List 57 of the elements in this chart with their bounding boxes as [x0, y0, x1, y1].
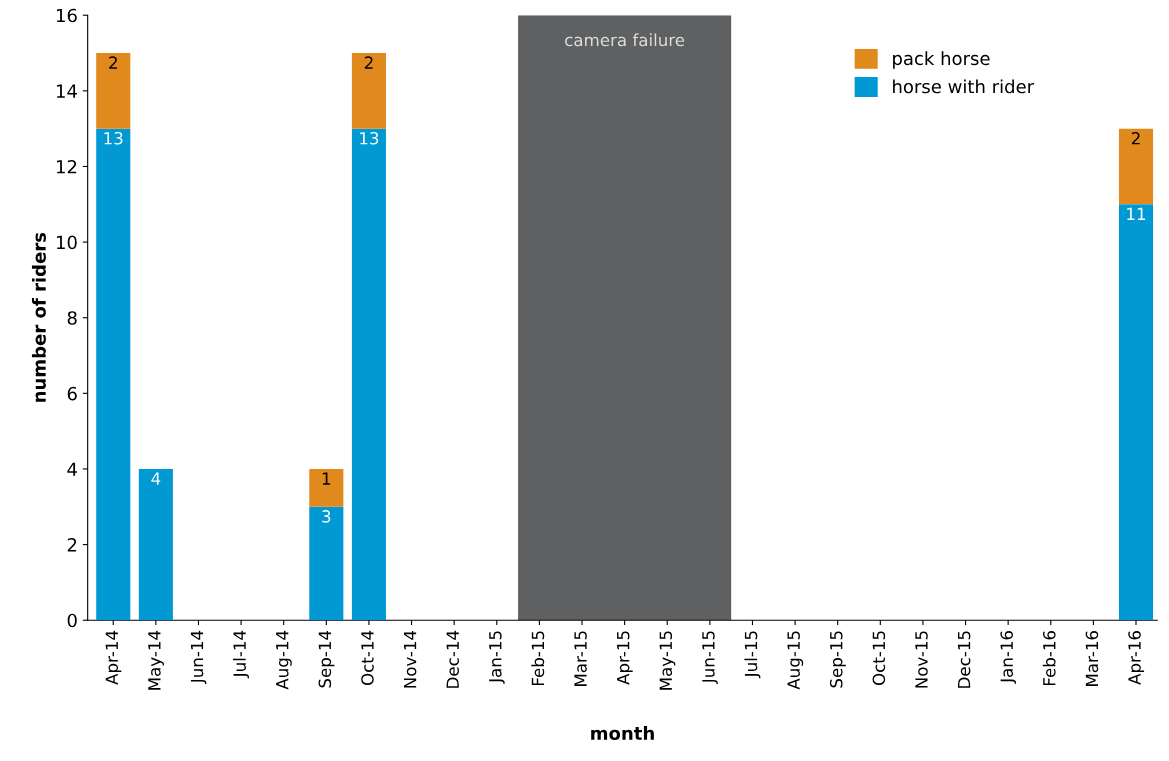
x-tick-label: Oct-14	[361, 630, 374, 686]
legend-label: pack horse	[893, 51, 990, 69]
data-label: 13	[104, 131, 123, 145]
data-label: 13	[360, 131, 379, 145]
y-tick-label: 4	[67, 462, 77, 476]
x-tick-label: Nov-15	[915, 631, 928, 688]
data-label: 2	[364, 56, 373, 69]
x-tick-label: Sep-15	[829, 631, 846, 688]
x-tick-label: Dec-14	[446, 630, 459, 688]
bar	[96, 128, 131, 621]
x-tick-label: Jun-15	[702, 631, 718, 685]
legend-label: horse with rider	[893, 79, 1035, 94]
x-tick-label: Feb-15	[531, 631, 545, 686]
y-tick-label: 16	[56, 8, 77, 23]
data-label: 3	[322, 510, 331, 523]
data-label: 4	[151, 472, 161, 485]
x-axis-title: month	[591, 726, 654, 741]
y-tick-label: 0	[67, 613, 77, 628]
x-tick-label: Aug-15	[787, 631, 804, 690]
x-tick-label: Aug-14	[276, 630, 292, 690]
data-label: 11	[1127, 207, 1146, 220]
x-tick-label: Sep-14	[318, 630, 335, 688]
bar	[309, 506, 344, 621]
y-tick-label: 10	[56, 235, 77, 250]
x-tick-label: Feb-16	[1042, 630, 1056, 686]
bar	[309, 468, 344, 507]
bar	[1118, 128, 1154, 205]
x-tick-label: Apr-15	[617, 631, 633, 685]
x-tick-label: Apr-16	[1128, 630, 1145, 685]
x-tick-label: Mar-15	[574, 631, 587, 686]
x-tick-label: May-14	[148, 630, 164, 690]
y-tick-label: 14	[56, 84, 77, 98]
x-tick-label: Dec-15	[957, 631, 971, 688]
bar	[351, 53, 386, 129]
x-tick-label: Jan-16	[1000, 630, 1017, 684]
y-tick-label: 6	[67, 386, 77, 401]
x-tick-label: May-15	[659, 631, 676, 690]
y-tick-label: 12	[56, 159, 77, 174]
x-tick-label: Mar-16	[1085, 630, 1099, 686]
x-tick-label: Jul-15	[744, 631, 761, 679]
x-tick-label: Jan-15	[489, 631, 505, 684]
x-tick-label: Oct-15	[872, 631, 886, 686]
bar	[96, 53, 131, 129]
x-tick-label: Jun-14	[190, 630, 207, 685]
data-label: 2	[1131, 131, 1140, 145]
bar	[351, 128, 386, 621]
y-tick-label: 2	[67, 538, 77, 552]
x-tick-label: Nov-14	[404, 630, 417, 688]
x-tick-label: Jul-14	[233, 630, 250, 679]
band-label: camera failure	[565, 33, 685, 47]
x-tick-label: Apr-14	[105, 630, 122, 685]
y-tick-label: 8	[67, 311, 77, 325]
data-label: 2	[109, 56, 117, 69]
data-label: 1	[322, 472, 331, 485]
bar	[1118, 204, 1154, 621]
bar	[138, 468, 173, 621]
y-axis-title: number of riders	[31, 232, 46, 402]
